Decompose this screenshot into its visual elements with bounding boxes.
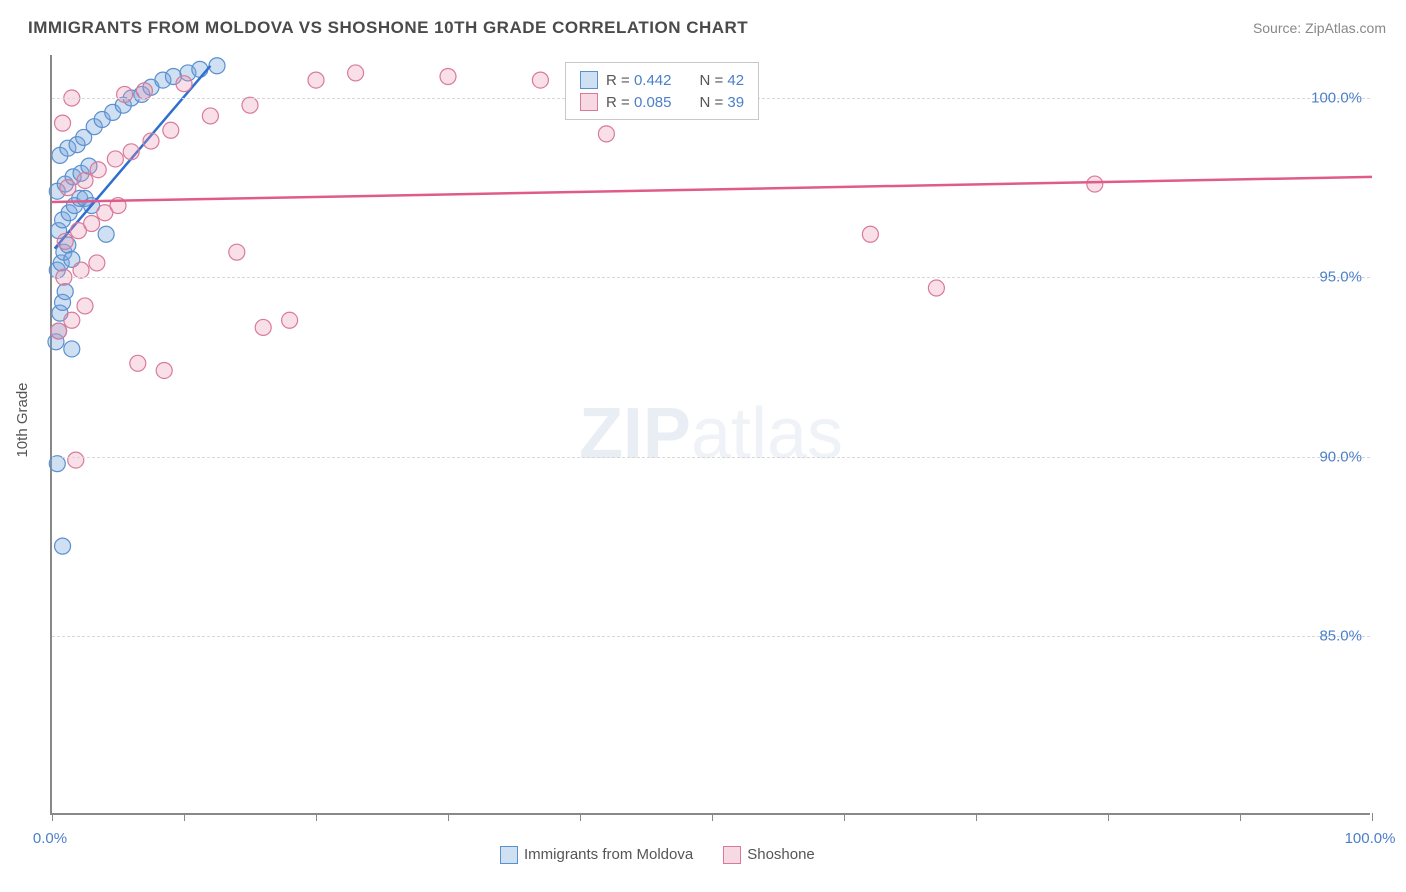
data-point: [64, 312, 80, 328]
x-tick: [976, 813, 977, 821]
gridline: [52, 457, 1370, 458]
data-point: [348, 65, 364, 81]
data-point: [60, 180, 76, 196]
data-point: [242, 97, 258, 113]
data-point: [123, 144, 139, 160]
data-point: [130, 355, 146, 371]
x-tick: [844, 813, 845, 821]
legend-swatch: [580, 93, 598, 111]
data-point: [209, 58, 225, 74]
data-point: [176, 76, 192, 92]
data-point: [598, 126, 614, 142]
series-legend: Immigrants from Moldova Shoshone: [500, 846, 815, 864]
legend-swatch: [580, 71, 598, 89]
data-point: [117, 86, 133, 102]
data-point: [89, 255, 105, 271]
data-point: [1087, 176, 1103, 192]
correlation-legend: R = 0.442 N = 42 R = 0.085 N = 39: [565, 62, 759, 120]
data-point: [202, 108, 218, 124]
data-point: [68, 452, 84, 468]
legend-item: Immigrants from Moldova: [500, 846, 693, 864]
data-point: [163, 122, 179, 138]
data-point: [57, 284, 73, 300]
x-tick: [448, 813, 449, 821]
gridline: [52, 636, 1370, 637]
trend-line: [52, 177, 1372, 202]
data-point: [98, 226, 114, 242]
x-tick: [184, 813, 185, 821]
x-tick-label: 0.0%: [33, 830, 67, 847]
n-label: N = 39: [699, 94, 744, 111]
data-point: [928, 280, 944, 296]
data-point: [862, 226, 878, 242]
legend-item: Shoshone: [723, 846, 815, 864]
data-point: [77, 298, 93, 314]
data-point: [440, 69, 456, 85]
x-tick: [712, 813, 713, 821]
y-axis-label: 10th Grade: [14, 382, 31, 457]
source-label: Source: ZipAtlas.com: [1253, 20, 1386, 36]
legend-swatch: [723, 846, 741, 864]
data-point: [49, 456, 65, 472]
chart-title: IMMIGRANTS FROM MOLDOVA VS SHOSHONE 10TH…: [28, 18, 748, 38]
x-tick: [1108, 813, 1109, 821]
scatter-svg: [52, 55, 1372, 815]
gridline: [52, 277, 1370, 278]
x-tick: [52, 813, 53, 821]
x-tick: [1372, 813, 1373, 821]
data-point: [229, 244, 245, 260]
r-label: R = 0.442: [606, 72, 671, 89]
data-point: [64, 341, 80, 357]
data-point: [57, 233, 73, 249]
x-tick-label: 100.0%: [1345, 830, 1396, 847]
data-point: [73, 262, 89, 278]
data-point: [136, 83, 152, 99]
data-point: [55, 538, 71, 554]
n-label: N = 42: [699, 72, 744, 89]
data-point: [51, 323, 67, 339]
legend-row: R = 0.442 N = 42: [580, 69, 744, 91]
data-point: [532, 72, 548, 88]
data-point: [156, 362, 172, 378]
data-point: [55, 115, 71, 131]
data-point: [143, 133, 159, 149]
y-tick-label: 85.0%: [1319, 627, 1362, 644]
data-point: [90, 162, 106, 178]
plot-area: ZIPatlas 85.0%90.0%95.0%100.0%: [50, 55, 1370, 815]
y-tick-label: 90.0%: [1319, 448, 1362, 465]
data-point: [77, 172, 93, 188]
data-point: [107, 151, 123, 167]
data-point: [308, 72, 324, 88]
legend-swatch: [500, 846, 518, 864]
data-point: [282, 312, 298, 328]
legend-row: R = 0.085 N = 39: [580, 91, 744, 113]
data-point: [84, 215, 100, 231]
data-point: [192, 61, 208, 77]
y-tick-label: 95.0%: [1319, 269, 1362, 286]
x-tick: [580, 813, 581, 821]
x-tick: [316, 813, 317, 821]
y-tick-label: 100.0%: [1311, 90, 1362, 107]
data-point: [255, 319, 271, 335]
r-label: R = 0.085: [606, 94, 671, 111]
x-tick: [1240, 813, 1241, 821]
